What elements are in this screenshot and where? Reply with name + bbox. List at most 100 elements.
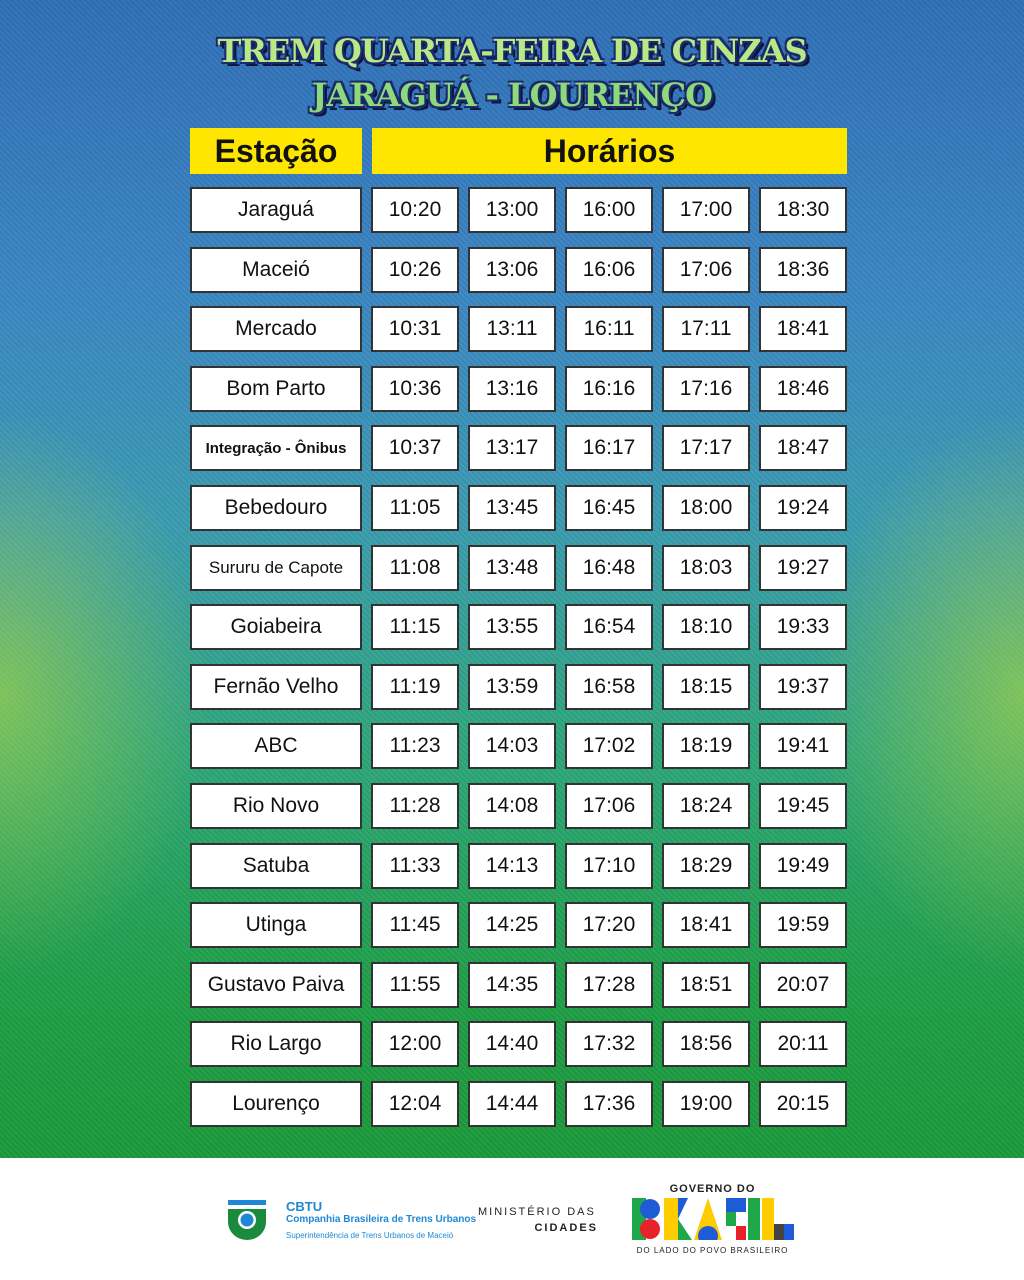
time-cell: 11:55 (371, 961, 459, 1008)
time-cell: 10:36 (371, 365, 459, 412)
time-cell: 17:17 (662, 425, 750, 472)
time-cell: 17:00 (662, 187, 750, 233)
time-cell: 17:36 (565, 1081, 653, 1127)
station-cell: Sururu de Capote (190, 544, 362, 591)
title-line2: JARAGUÁ - LOURENÇO (312, 76, 713, 114)
station-cell: Jaraguá (190, 187, 362, 233)
ministry-line2: CIDADES (534, 1222, 598, 1234)
time-cell: 16:11 (565, 306, 653, 353)
time-cell: 18:30 (759, 187, 847, 233)
time-cell: 11:15 (371, 604, 459, 651)
time-cell: 16:00 (565, 187, 653, 233)
station-cell: Utinga (190, 902, 362, 949)
station-cell: Rio Novo (190, 783, 362, 829)
time-cell: 10:31 (371, 306, 459, 353)
time-cell: 11:33 (371, 842, 459, 889)
time-cell: 19:59 (759, 902, 847, 949)
time-cell: 13:45 (468, 485, 556, 531)
cbtu-sub: Superintendência de Trens Urbanos de Mac… (286, 1231, 454, 1240)
time-cell: 13:55 (468, 604, 556, 651)
time-cell: 11:23 (371, 723, 459, 770)
ministry-line1: MINISTÉRIO DAS (478, 1206, 596, 1218)
time-cell: 19:27 (759, 544, 847, 591)
station-cell: Fernão Velho (190, 663, 362, 710)
time-cell: 17:11 (662, 306, 750, 353)
time-cell: 13:00 (468, 187, 556, 233)
time-cell: 19:49 (759, 842, 847, 889)
time-cell: 18:56 (662, 1021, 750, 1068)
time-cell: 16:58 (565, 663, 653, 710)
time-cell: 14:40 (468, 1021, 556, 1068)
station-cell: Bebedouro (190, 485, 362, 531)
time-cell: 19:33 (759, 604, 847, 651)
time-cell: 17:10 (565, 842, 653, 889)
time-cell: 20:07 (759, 961, 847, 1008)
time-cell: 14:08 (468, 783, 556, 829)
time-cell: 13:16 (468, 365, 556, 412)
time-cell: 18:00 (662, 485, 750, 531)
time-cell: 16:06 (565, 246, 653, 293)
station-cell: Integração - Ônibus (190, 425, 362, 472)
station-cell: Maceió (190, 246, 362, 293)
time-cell: 14:35 (468, 961, 556, 1008)
time-cell: 13:11 (468, 306, 556, 353)
time-cell: 19:45 (759, 783, 847, 829)
time-cell: 20:15 (759, 1081, 847, 1127)
time-cell: 17:02 (565, 723, 653, 770)
station-header: Estação (190, 128, 362, 174)
time-cell: 12:00 (371, 1021, 459, 1068)
title-line1: TREM QUARTA-FEIRA DE CINZAS (217, 32, 807, 70)
time-cell: 13:48 (468, 544, 556, 591)
time-cell: 14:13 (468, 842, 556, 889)
time-cell: 13:17 (468, 425, 556, 472)
time-cell: 14:44 (468, 1081, 556, 1127)
cbtu-name: Companhia Brasileira de Trens Urbanos (286, 1214, 477, 1225)
time-cell: 10:20 (371, 187, 459, 233)
station-cell: Satuba (190, 842, 362, 889)
time-cell: 18:47 (759, 425, 847, 472)
station-cell: Gustavo Paiva (190, 961, 362, 1008)
gov-top: GOVERNO DO (669, 1183, 756, 1195)
time-cell: 18:41 (759, 306, 847, 353)
time-cell: 11:08 (371, 544, 459, 591)
station-cell: Bom Parto (190, 365, 362, 412)
time-cell: 16:48 (565, 544, 653, 591)
time-cell: 13:06 (468, 246, 556, 293)
time-cell: 11:05 (371, 485, 459, 531)
time-cell: 18:10 (662, 604, 750, 651)
time-cell: 18:46 (759, 365, 847, 412)
time-cell: 19:37 (759, 663, 847, 710)
station-cell: Goiabeira (190, 604, 362, 651)
time-cell: 18:24 (662, 783, 750, 829)
time-cell: 12:04 (371, 1081, 459, 1127)
times-header: Horários (372, 128, 847, 174)
time-cell: 17:28 (565, 961, 653, 1008)
station-cell: Lourenço (190, 1081, 362, 1127)
time-cell: 18:29 (662, 842, 750, 889)
time-cell: 17:20 (565, 902, 653, 949)
time-cell: 11:45 (371, 902, 459, 949)
time-cell: 11:28 (371, 783, 459, 829)
time-cell: 16:16 (565, 365, 653, 412)
time-cell: 18:36 (759, 246, 847, 293)
footer (0, 1158, 1024, 1280)
time-cell: 19:41 (759, 723, 847, 770)
brasil-logo-icon (632, 1198, 794, 1240)
time-cell: 17:32 (565, 1021, 653, 1068)
time-cell: 17:06 (565, 783, 653, 829)
time-cell: 18:51 (662, 961, 750, 1008)
station-cell: Mercado (190, 306, 362, 353)
time-cell: 18:19 (662, 723, 750, 770)
time-cell: 17:16 (662, 365, 750, 412)
cbtu-abbr: CBTU (286, 1199, 323, 1214)
time-cell: 20:11 (759, 1021, 847, 1068)
time-cell: 10:26 (371, 246, 459, 293)
gov-bottom: DO LADO DO POVO BRASILEIRO (636, 1246, 789, 1255)
time-cell: 16:17 (565, 425, 653, 472)
time-cell: 11:19 (371, 663, 459, 710)
cbtu-logo-icon (228, 1200, 266, 1240)
time-cell: 19:00 (662, 1081, 750, 1127)
station-cell: ABC (190, 723, 362, 770)
time-cell: 16:54 (565, 604, 653, 651)
time-cell: 18:15 (662, 663, 750, 710)
